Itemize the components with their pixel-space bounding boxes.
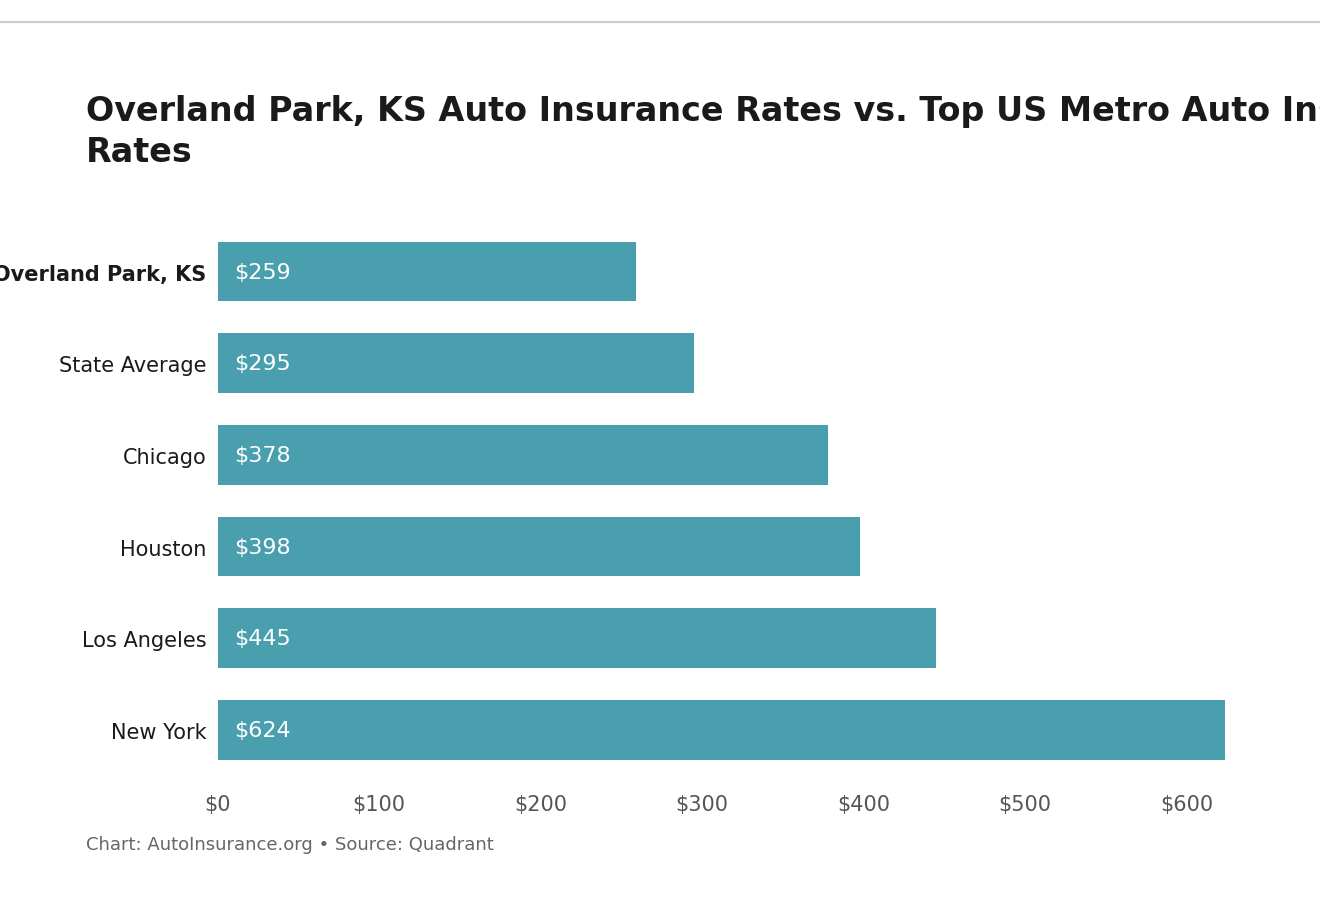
Text: $295: $295 [234, 354, 290, 374]
Text: Overland Park, KS Auto Insurance Rates vs. Top US Metro Auto Insurance
Rates: Overland Park, KS Auto Insurance Rates v… [86, 95, 1320, 169]
Text: $378: $378 [234, 445, 290, 465]
Text: $445: $445 [234, 628, 290, 648]
Bar [218, 334, 694, 394]
Bar [218, 609, 936, 668]
Bar [218, 700, 1225, 759]
Bar [218, 243, 636, 303]
Bar [218, 425, 828, 485]
Text: $259: $259 [234, 263, 290, 283]
Text: $398: $398 [234, 537, 290, 557]
Text: Chart: AutoInsurance.org • Source: Quadrant: Chart: AutoInsurance.org • Source: Quadr… [86, 835, 494, 853]
Text: $624: $624 [234, 720, 290, 740]
Bar [218, 517, 861, 577]
